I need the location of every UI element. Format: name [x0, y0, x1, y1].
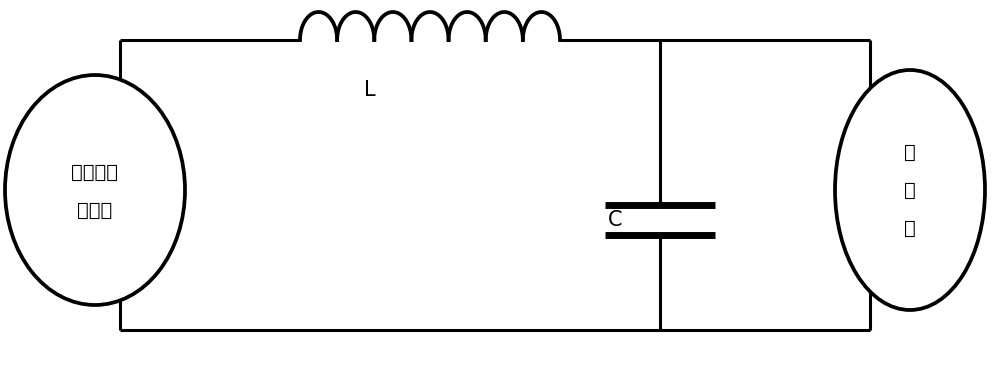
Text: 器: 器 — [904, 218, 916, 237]
Text: 示: 示 — [904, 142, 916, 161]
Text: 波: 波 — [904, 181, 916, 200]
Ellipse shape — [835, 70, 985, 310]
Ellipse shape — [5, 75, 185, 305]
Text: L: L — [364, 80, 376, 100]
Text: C: C — [608, 210, 622, 230]
Text: 发生器: 发生器 — [77, 200, 113, 219]
Text: 函数信号: 函数信号 — [72, 163, 119, 182]
